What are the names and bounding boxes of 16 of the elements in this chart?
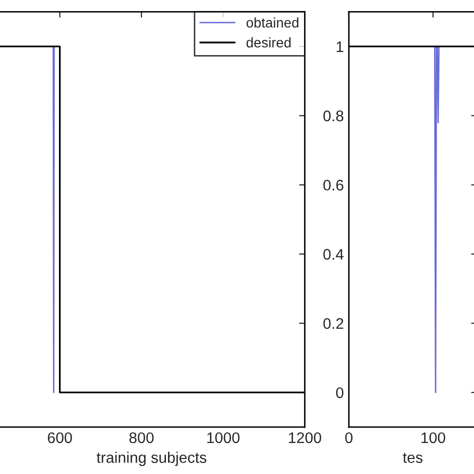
x-axis-title: training subjects: [96, 452, 206, 466]
legend-label: desired: [246, 37, 291, 48]
y-tick-label: 0.8: [323, 110, 344, 122]
y-tick-label: 0.6: [323, 180, 344, 191]
x-tick-label: 600: [48, 432, 72, 444]
legend-label: obtained: [246, 17, 298, 28]
x-tick-label: 1000: [207, 432, 240, 444]
y-tick-label: 1: [336, 41, 344, 52]
x-tick-label: 0: [345, 432, 353, 444]
x-axis-title: tes: [402, 452, 422, 463]
y-tick-label: 0: [336, 387, 344, 398]
x-tick-label: 100: [421, 432, 446, 444]
y-tick-label: 0.4: [323, 248, 344, 260]
y-tick-label: 0.2: [323, 318, 344, 329]
x-tick-label: 800: [129, 432, 154, 444]
x-tick-label: 1200: [288, 432, 322, 444]
